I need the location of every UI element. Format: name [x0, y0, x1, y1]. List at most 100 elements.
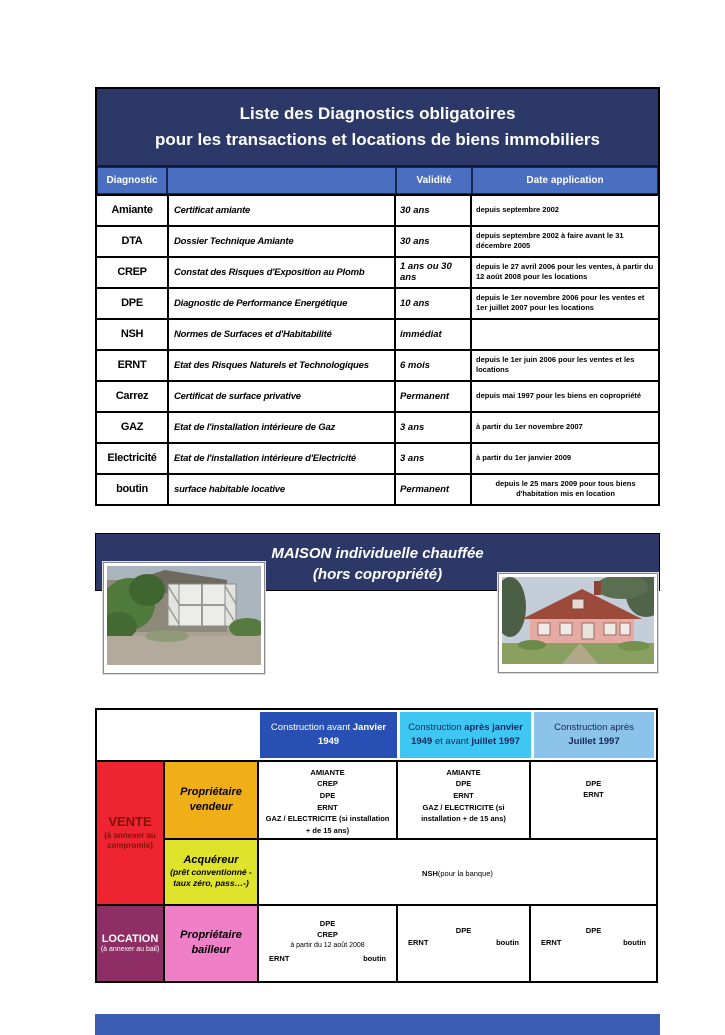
- table-row-gaz: GAZ Etat de l'installation intérieure de…: [97, 410, 658, 442]
- diagnostic-date: à partir du 1er novembre 2007: [476, 422, 583, 432]
- construction-header-row: Construction avant Janvier 1949 Construc…: [97, 710, 656, 760]
- diagnostic-item: ERNT: [541, 938, 562, 948]
- title-line-1: Liste des Diagnostics obligatoires: [239, 104, 516, 123]
- matrix-body: VENTE (à annexer au compromis) Propriéta…: [97, 759, 656, 981]
- header-text-segment: et avant: [432, 735, 472, 747]
- acquereur-nsh-cell: NSH (pour la banque): [259, 839, 656, 906]
- acquereur-subtitle: (prêt conventionné - taux zéro, pass…-): [170, 866, 252, 889]
- diagnostic-item: GAZ / ELECTRICITE (si installation + de …: [265, 814, 390, 835]
- diagnostic-description: Diagnostic de Performance Energétique: [167, 288, 396, 318]
- diagnostic-item: DPE: [585, 778, 602, 788]
- location-sublabel: (à annexer au bail): [100, 946, 160, 954]
- header-text-segment: Construction après: [554, 722, 634, 734]
- diagnostic-date: depuis le 1er novembre 2006 pour les ven…: [476, 293, 645, 313]
- diagnostic-date: [472, 320, 658, 349]
- diagnostic-description: Certificat de surface privative: [167, 381, 396, 411]
- diagnostic-item: ERNT: [453, 790, 474, 800]
- diagnostic-date: à partir du 1er janvier 2009: [476, 453, 572, 463]
- pink-house-photo: [494, 573, 666, 673]
- diagnostic-item: ERNT: [317, 802, 338, 812]
- diagnostic-note: à partir du 12 août 2008: [290, 941, 365, 949]
- vendeur-avant-1949-cell: AMIANTE CREP DPE ERNT GAZ / ELECTRICITE …: [259, 761, 398, 840]
- table-row-dpe: DPE Diagnostic de Performance Energétiqu…: [97, 286, 658, 318]
- location-row-label: LOCATION (à annexer au bail): [97, 905, 165, 981]
- diagnostic-item: AMIANTE: [310, 767, 345, 777]
- pink-house-image: [494, 573, 666, 664]
- header-text-segment-bold: juillet 1997: [471, 735, 520, 747]
- header-text-segment-bold: Juillet 1997: [568, 735, 620, 747]
- diagnostic-item: boutin: [496, 938, 519, 948]
- header-text-segment: Construction avant: [270, 722, 353, 734]
- diagnostic-date: depuis septembre 2002: [476, 205, 559, 215]
- maison-title-line-2: (hors copropriété): [312, 566, 443, 584]
- diagnostic-item: boutin: [623, 938, 646, 948]
- nsh-label: NSH: [422, 869, 438, 879]
- diagnostic-description: surface habitable locative: [167, 474, 396, 504]
- table-row-electricite: Electricité Etat de l'installation intér…: [97, 441, 658, 473]
- diagnostic-item: GAZ / ELECTRICITE (si installation + de …: [421, 802, 506, 824]
- vente-label: VENTE: [108, 813, 152, 829]
- col-header-diagnostic: Diagnostic: [98, 167, 166, 193]
- proprietaire-vendeur-label: Propriétaire vendeur: [165, 761, 259, 840]
- diagnostic-item: ERNT: [269, 953, 290, 963]
- diagnostic-item: ERNT: [408, 938, 429, 948]
- diagnostics-table-header-row: Diagnostic Validité Date application: [97, 166, 658, 194]
- table-row-amiante: Amiante Certificat amiante 30 ans depuis…: [97, 193, 658, 225]
- diagnostic-description: Etat des Risques Naturels et Technologiq…: [167, 350, 396, 380]
- diagnostic-item: DPE: [585, 925, 602, 935]
- diagnostic-description: Etat de l'installation intérieure de Gaz: [167, 412, 396, 442]
- diagnostic-name: DPE: [121, 297, 143, 310]
- header-text-segment-bold: Janvier 1949: [317, 722, 387, 747]
- proprietaire-bailleur-label: Propriétaire bailleur: [165, 905, 259, 981]
- vendeur-1949-1997-cell: AMIANTE DPE ERNT GAZ / ELECTRICITE (si i…: [398, 761, 531, 840]
- stone-cottage-photo: [101, 562, 265, 674]
- maison-matrix-table: Construction avant Janvier 1949 Construc…: [95, 707, 658, 983]
- vendeur-apres-1997-cell: DPE ERNT: [531, 761, 656, 840]
- col-header-construction-apres-1997: Construction après Juillet 1997: [534, 711, 654, 758]
- col-header-validite: Validité: [397, 167, 471, 193]
- diagnostic-validity: 3 ans: [396, 412, 472, 442]
- diagnostic-item: DPE: [455, 779, 472, 789]
- diagnostic-name: NSH: [120, 328, 144, 341]
- diagnostic-description: Dossier Technique Amiante: [167, 226, 396, 256]
- diagnostic-date: depuis le 1er juin 2006 pour les ventes …: [476, 355, 635, 375]
- empty-header-cell: [99, 712, 257, 758]
- diagnostic-name: DTA: [121, 235, 143, 248]
- diagnostic-name: boutin: [116, 483, 148, 496]
- diagnostic-validity: 10 ans: [396, 288, 472, 318]
- diagnostic-description: Certificat amiante: [167, 195, 396, 225]
- diagnostic-name: CREP: [117, 266, 147, 279]
- diagnostic-item: DPE: [319, 790, 336, 800]
- acquereur-label: Acquéreur (prêt conventionné - taux zéro…: [165, 839, 259, 906]
- table-row-ernt: ERNT Etat des Risques Naturels et Techno…: [97, 348, 658, 380]
- diagnostic-item-row: ERNT boutin: [531, 936, 656, 949]
- diagnostic-description: Etat de l'installation intérieure d'Elec…: [167, 443, 396, 473]
- diagnostic-validity: Permanent: [396, 381, 472, 411]
- diagnostic-item: CREP: [317, 779, 338, 789]
- document-content: Liste des Diagnostics obligatoires pour …: [95, 87, 666, 1035]
- diagnostic-name: Amiante: [111, 204, 153, 217]
- acquereur-title: Acquéreur: [183, 853, 239, 866]
- diagnostic-item: ERNT: [583, 790, 604, 800]
- header-text: Construction avant Janvier 1949: [266, 721, 391, 748]
- diagnostic-date: depuis septembre 2002 à faire avant le 3…: [476, 231, 624, 251]
- footer-accent-bar: [95, 1013, 660, 1035]
- col-header-construction-1949-1997: Construction après janvier 1949 et avant…: [400, 711, 531, 758]
- bailleur-apres-1997-cell: DPE ERNT boutin: [531, 905, 656, 981]
- diagnostic-name: GAZ: [120, 421, 144, 434]
- diagnostic-date: depuis mai 1997 pour les biens en coprop…: [476, 391, 642, 401]
- col-header-date-application: Date application: [473, 167, 657, 193]
- stone-cottage-image: [101, 566, 265, 665]
- diagnostic-item: boutin: [363, 953, 386, 963]
- table-row-dta: DTA Dossier Technique Amiante 30 ans dep…: [97, 224, 658, 256]
- title-line-2: pour les transactions et locations de bi…: [155, 130, 600, 150]
- table-row-nsh: NSH Normes de Surfaces et d'Habitabilité…: [97, 317, 658, 349]
- diagnostic-validity: 6 mois: [396, 350, 472, 380]
- vente-sublabel: (à annexer au compromis): [104, 830, 156, 851]
- diagnostic-description: Constat des Risques d'Exposition au Plom…: [167, 257, 396, 287]
- diagnostic-item-row: ERNT boutin: [398, 936, 529, 949]
- diagnostics-table-title: Liste des Diagnostics obligatoires pour …: [97, 89, 658, 167]
- diagnostic-name: ERNT: [117, 359, 147, 372]
- diagnostic-validity: Permanent: [396, 474, 472, 504]
